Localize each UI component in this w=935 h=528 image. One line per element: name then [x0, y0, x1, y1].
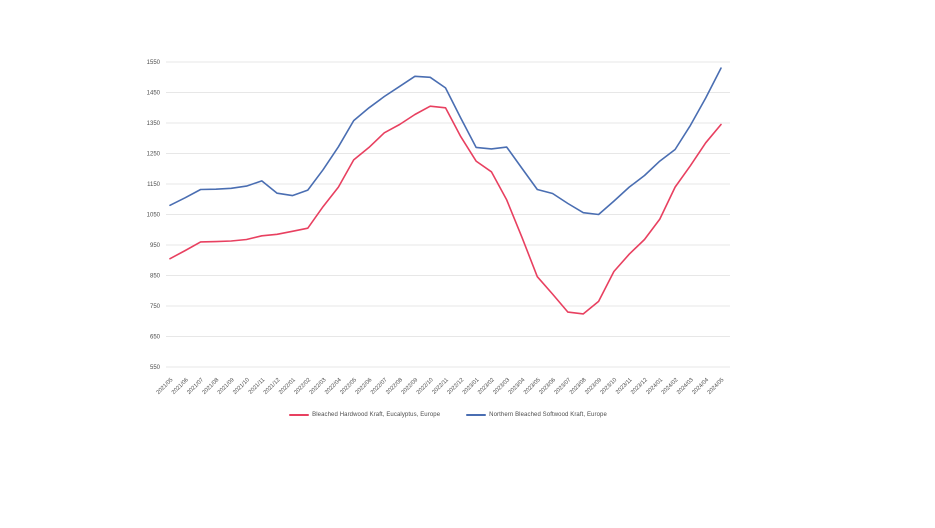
series-line-bleached-hardwood-kraft-eucalyptus-europe [169, 105, 722, 315]
legend-item-hardwood: Bleached Hardwood Kraft, Eucalyptus, Eur… [289, 412, 440, 418]
legend-label: Bleached Hardwood Kraft, Eucalyptus, Eur… [312, 412, 441, 418]
legend-line-marker [466, 414, 487, 416]
y-tick-label: 650 [150, 335, 161, 341]
y-tick-label: 550 [150, 365, 161, 371]
y-tick-label: 1450 [147, 91, 161, 97]
y-tick-label: 1050 [147, 213, 161, 219]
series-line-northern-bleached-softwood-kraft-europe [169, 67, 722, 216]
y-tick-label: 950 [150, 243, 161, 249]
y-tick-label: 750 [150, 304, 161, 310]
chart-legend: Bleached Hardwood Kraft, Eucalyptus, Eur… [166, 409, 730, 421]
legend-line-marker [289, 414, 310, 416]
x-tick-label: 2024/05 [707, 377, 726, 396]
y-tick-label: 850 [150, 274, 161, 280]
y-tick-label: 1550 [147, 60, 161, 66]
series-lines [169, 67, 722, 315]
y-tick-label: 1350 [147, 121, 161, 127]
legend-label: Northern Bleached Softwood Kraft, Europe [489, 412, 607, 418]
gridlines [166, 61, 730, 368]
x-axis-labels: 2021/052021/062021/072021/082021/092021/… [156, 377, 726, 396]
y-axis-labels: 550 650 750 850 950 1050 1150 1250 1350 1450 1550 [147, 60, 161, 371]
y-tick-label: 1150 [147, 182, 161, 188]
legend-item-softwood: Northern Bleached Softwood Kraft, Europe [466, 412, 607, 418]
y-tick-label: 1250 [147, 152, 161, 158]
